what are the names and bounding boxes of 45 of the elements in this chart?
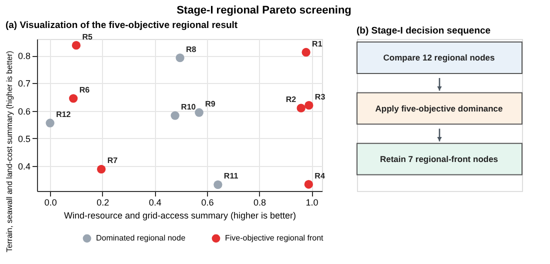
point <box>304 180 313 189</box>
x-tick-label: 0.0 <box>44 198 57 208</box>
y-tick-label: 0.6 <box>18 106 30 116</box>
point <box>302 48 310 57</box>
text: (b) Stage-I decision sequence <box>356 26 491 36</box>
y-tick-label: 0.5 <box>18 134 30 144</box>
point <box>214 180 222 189</box>
annotation: R4 <box>314 171 326 180</box>
point <box>72 41 81 50</box>
annotation: R1 <box>312 39 323 48</box>
annotation: R8 <box>186 44 197 54</box>
point <box>296 104 306 112</box>
chart-title: Stage-I regional Pareto screening <box>176 4 352 16</box>
y-axis-title: Terrain, seawall and land-cost summary (higher is better) <box>4 50 14 252</box>
y-tick-label: 0.4 <box>18 162 30 172</box>
point <box>69 94 78 103</box>
annotation: R7 <box>107 156 118 166</box>
x-tick-label: 1.0 <box>306 198 318 208</box>
point <box>176 53 184 62</box>
y-tick-label: 0.8 <box>18 51 30 62</box>
chart-subtitle: (a) Visualization of the five-objective regional result <box>5 20 238 31</box>
point <box>170 111 180 120</box>
point <box>46 118 54 128</box>
text: Apply five-objective dominance <box>375 103 504 114</box>
point <box>194 108 204 117</box>
x-tick-label: 0.6 <box>201 198 214 208</box>
annotation: R10 <box>181 102 196 112</box>
y-tick-label: 0.7 <box>18 78 30 89</box>
annotation: R5 <box>82 32 93 42</box>
annotation: R9 <box>205 100 216 109</box>
annotation: R2 <box>286 95 297 104</box>
x-tick-label: 0.4 <box>148 198 162 208</box>
x-tick-label: 0.2 <box>96 198 110 208</box>
annotation: R6 <box>79 85 90 94</box>
legend-label: Five-objective regional front <box>225 233 324 242</box>
point <box>96 164 106 174</box>
annotation: R11 <box>224 172 239 181</box>
x-axis-title: Wind-resource and grid-access summary (higher is better) <box>64 210 296 220</box>
legend-label: Dominated regional node <box>96 233 186 242</box>
annotation: R12 <box>56 110 72 120</box>
text: Compare 12 regional nodes <box>383 52 496 63</box>
text: Retain 7 regional-front nodes <box>380 154 498 164</box>
annotation: R3 <box>314 92 326 102</box>
x-tick-label: 0.8 <box>253 198 266 208</box>
point <box>304 101 314 110</box>
